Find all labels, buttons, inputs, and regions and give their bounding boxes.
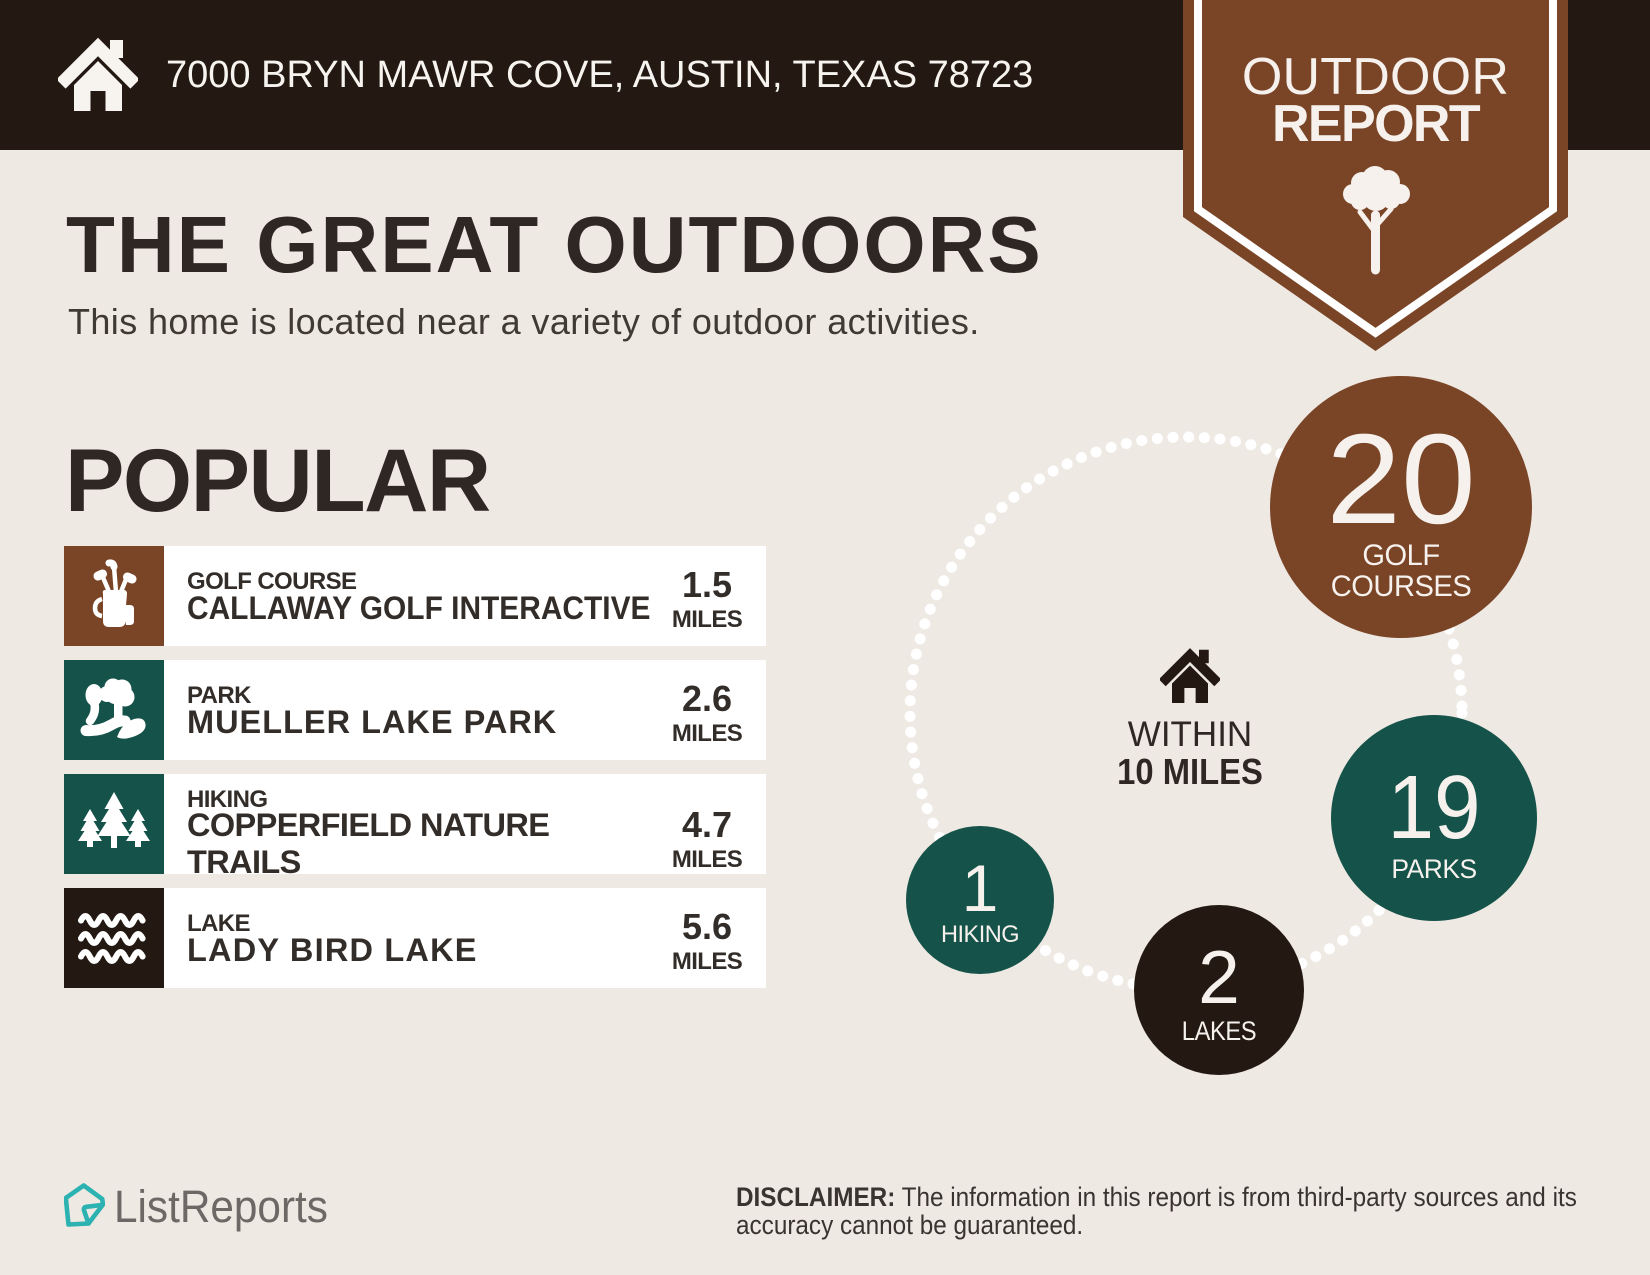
svg-text:OUTDOOR: OUTDOOR bbox=[1242, 48, 1509, 106]
svg-text:REPORT: REPORT bbox=[1272, 95, 1481, 153]
